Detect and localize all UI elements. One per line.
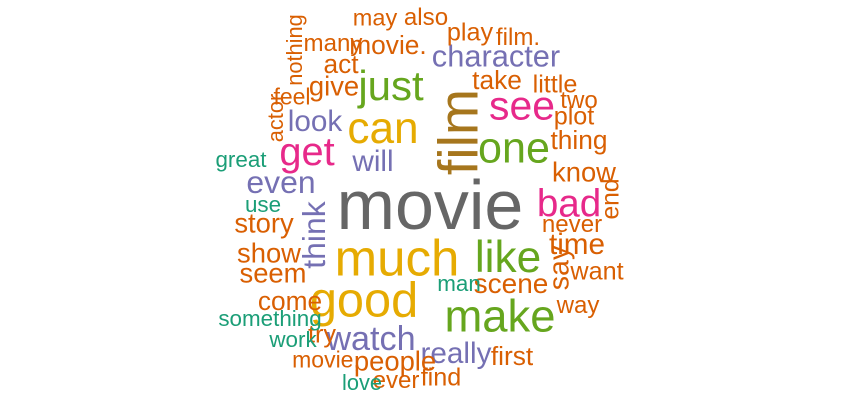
- word-nothing: nothing: [282, 14, 308, 86]
- word-look: look: [287, 105, 343, 139]
- word-actor: actor: [263, 93, 289, 143]
- word-just: just: [358, 62, 424, 109]
- word-first: first: [490, 340, 534, 371]
- word-know: know: [552, 156, 616, 188]
- word-find: find: [420, 363, 462, 392]
- word-people: people: [353, 345, 437, 377]
- word-plot: plot: [553, 102, 595, 131]
- word-love: love: [342, 370, 382, 396]
- word-little: little: [532, 70, 578, 99]
- word-end: end: [597, 178, 625, 220]
- word-one: one: [478, 124, 550, 173]
- word-way: way: [556, 291, 600, 319]
- word-watch: watch: [326, 319, 416, 358]
- word-thing: thing: [550, 124, 608, 155]
- word-play: play: [446, 18, 494, 47]
- word-film-period: film.: [495, 23, 541, 51]
- word-get: get: [279, 130, 335, 175]
- word-many: many: [303, 29, 363, 57]
- word-like: like: [474, 232, 542, 282]
- word-character: character: [431, 38, 561, 74]
- word-scene: scene: [473, 268, 549, 299]
- word-take: take: [472, 64, 522, 95]
- word-much: much: [334, 229, 460, 287]
- word-movie: movie: [336, 166, 524, 244]
- word-give: give: [308, 70, 360, 102]
- word-feel: feel: [273, 83, 311, 110]
- word-work: work: [269, 326, 317, 352]
- word-movie-comma: movie,: [292, 346, 360, 373]
- word-show: show: [237, 237, 301, 269]
- word-may: may: [352, 4, 398, 31]
- word-want: want: [570, 257, 624, 286]
- word-will: will: [352, 145, 394, 179]
- word-see: see: [489, 82, 555, 129]
- word-also: also: [403, 3, 449, 31]
- word-come: come: [257, 285, 323, 316]
- word-man: man: [437, 270, 481, 296]
- word-something: something: [218, 305, 322, 331]
- word-use: use: [244, 191, 282, 217]
- word-act: act: [323, 48, 359, 79]
- word-try: try: [308, 320, 336, 349]
- word-even: even: [246, 164, 316, 201]
- word-two: two: [560, 86, 598, 114]
- word-can: can: [347, 103, 419, 153]
- word-time: time: [548, 228, 606, 262]
- word-bad: bad: [536, 182, 602, 226]
- word-movie-period: movie.: [349, 29, 427, 60]
- word-story: story: [234, 207, 294, 239]
- word-great: great: [215, 146, 267, 172]
- word-make: make: [444, 290, 556, 342]
- word-never: never: [541, 210, 603, 238]
- word-seem: seem: [239, 257, 307, 289]
- word-really: really: [420, 337, 492, 371]
- word-ever: ever: [372, 366, 420, 394]
- word-good: good: [309, 273, 419, 328]
